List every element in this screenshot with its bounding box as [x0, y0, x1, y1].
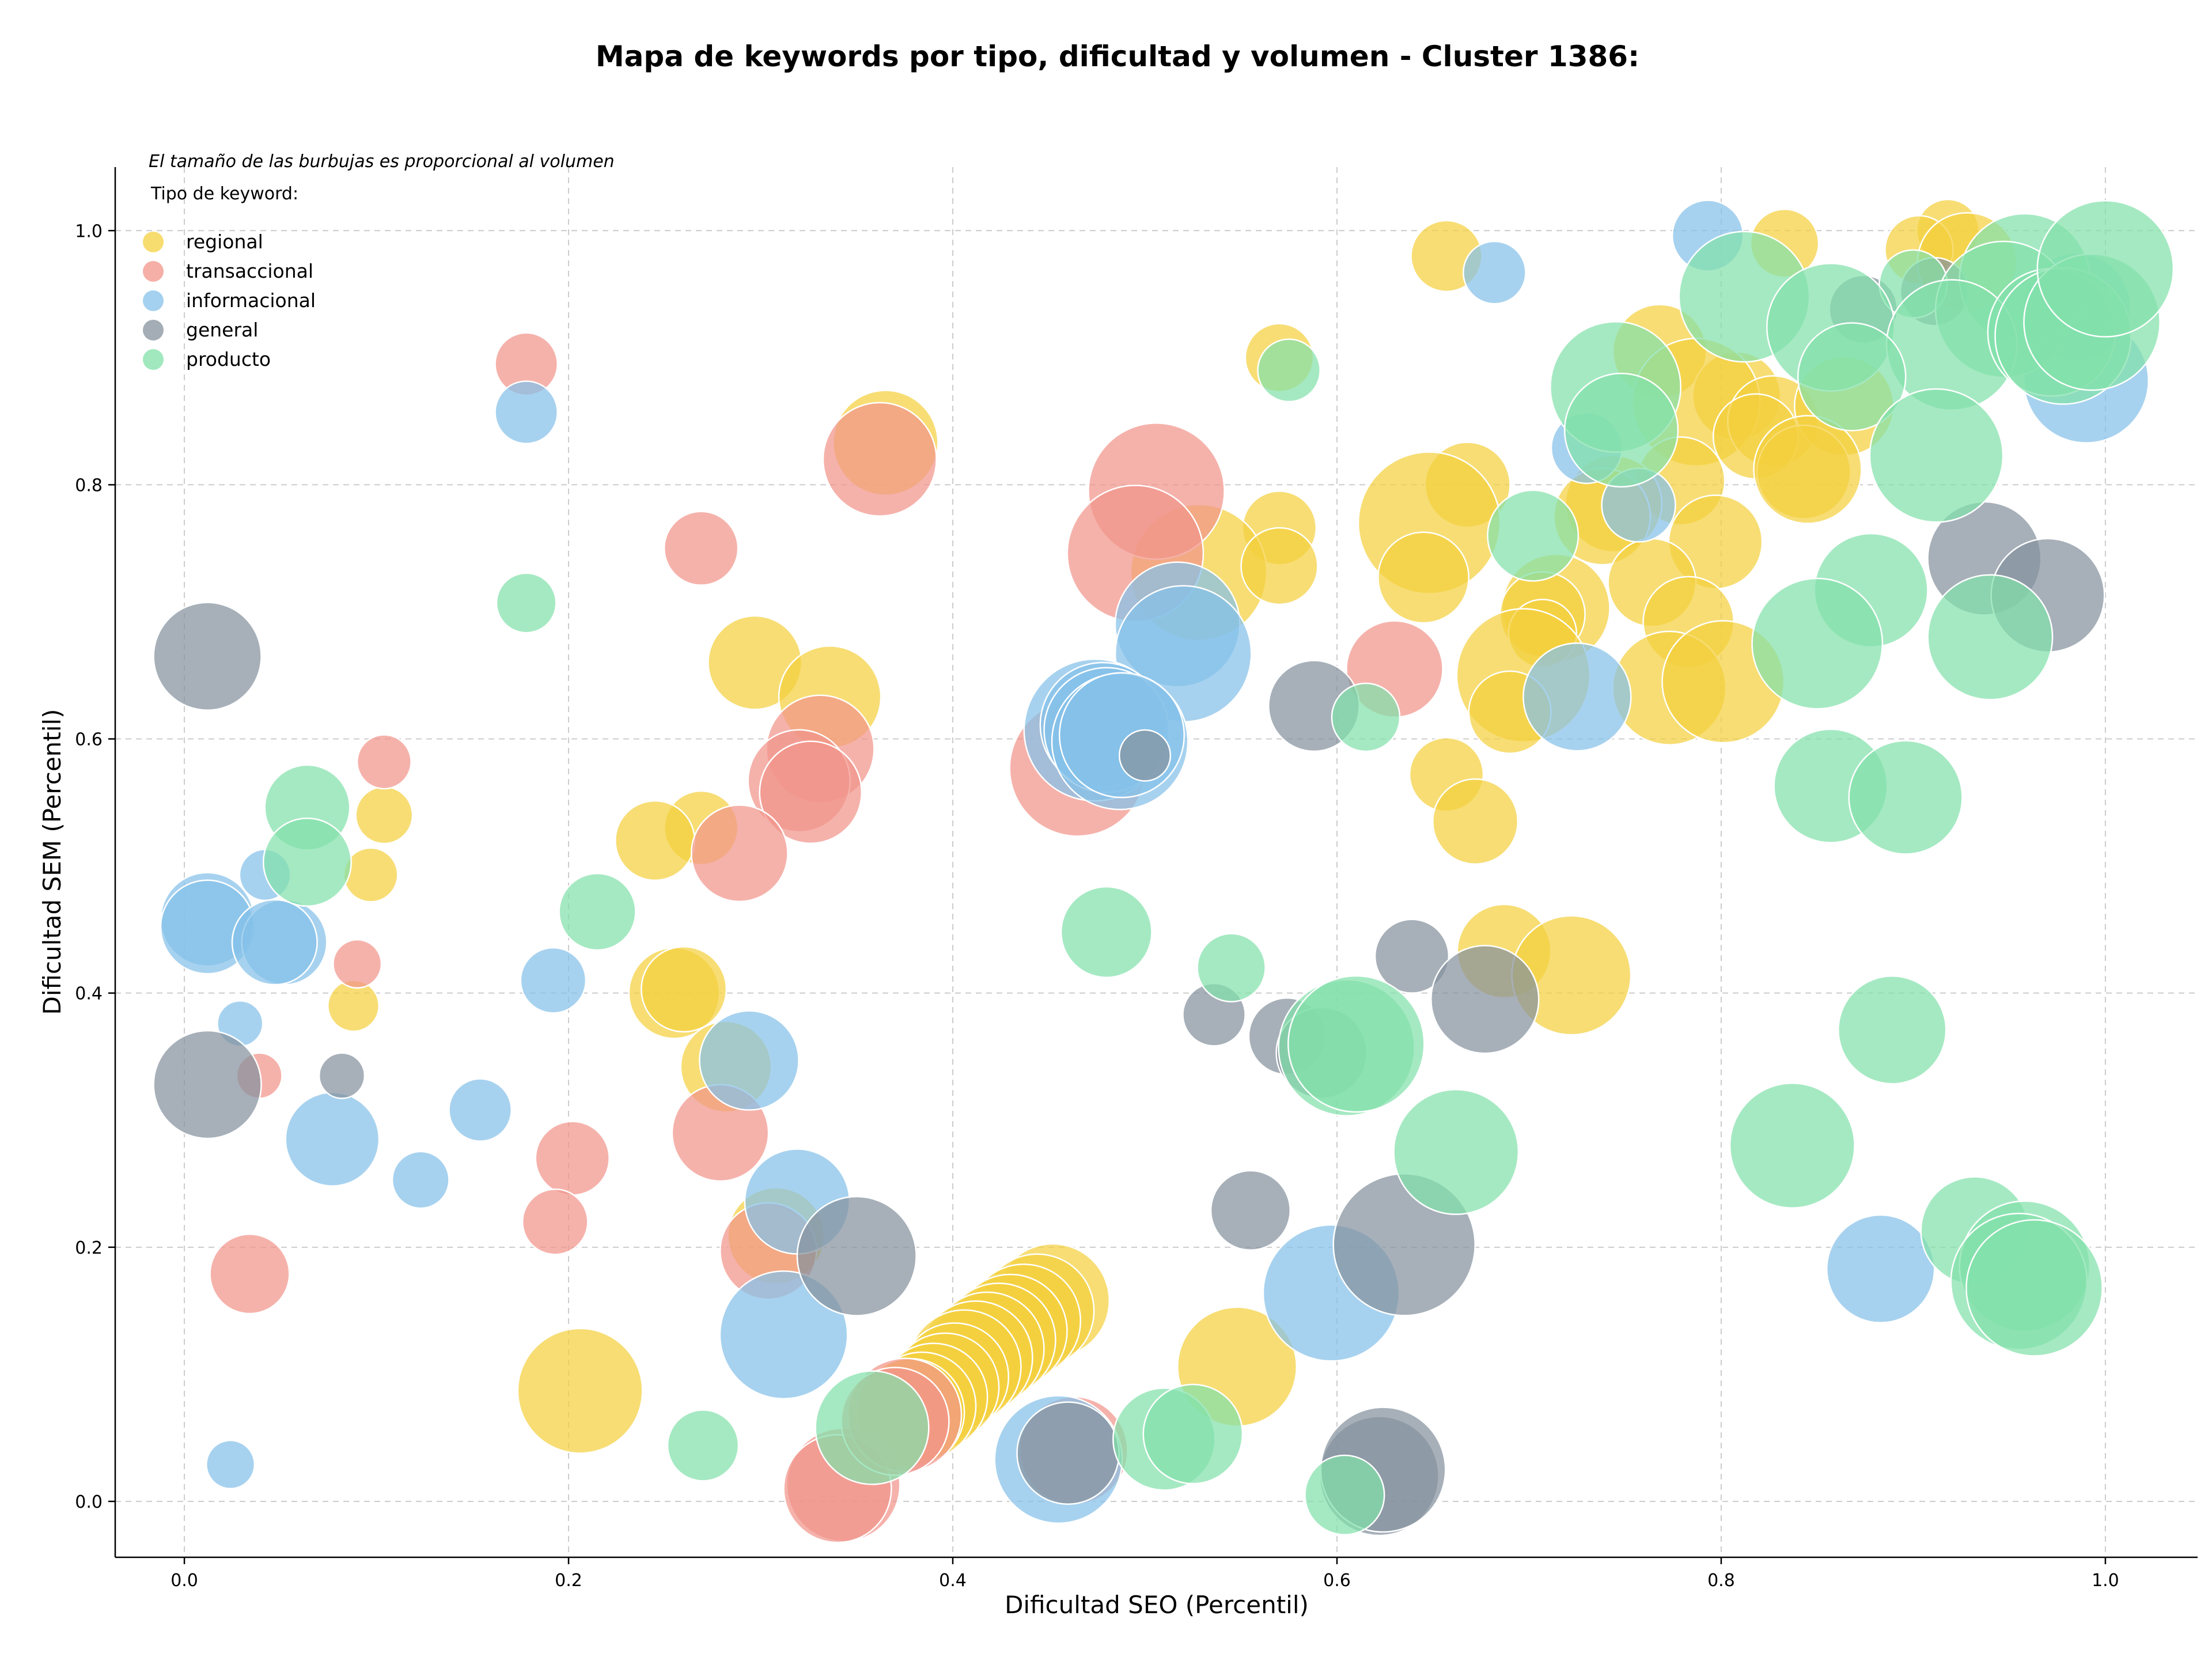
y-tick-label: 0.2	[75, 1238, 103, 1258]
legend-marker-general	[143, 320, 164, 340]
bubble-transaccional	[356, 734, 412, 790]
bubble-transaccional	[535, 1121, 610, 1196]
legend-title: Tipo de keyword:	[150, 184, 298, 204]
bubble-producto	[1848, 740, 1963, 855]
bubble-general	[318, 1052, 366, 1099]
bubble-regional	[355, 786, 414, 845]
bubble-general	[1118, 729, 1172, 782]
legend-label-informacional: informacional	[186, 289, 316, 312]
bubble-producto	[1060, 886, 1153, 978]
bubble-producto	[1287, 975, 1425, 1113]
bubble-producto	[262, 817, 352, 907]
legend-label-general: general	[186, 319, 258, 341]
bubble-regional	[641, 946, 728, 1033]
tick-labels: 0.0 0.2 0.4 0.6 0.8 1.0 0.0 0.2 0.4 0.6 0.8 1.0	[75, 221, 2119, 1591]
legend-label-transaccional: transaccional	[186, 260, 313, 282]
bubble-informacional	[391, 1151, 450, 1209]
y-tick-label: 1.0	[75, 221, 103, 241]
bubble-producto	[1563, 372, 1679, 488]
y-tick-label: 0.4	[75, 984, 103, 1004]
bubble-transaccional	[521, 1188, 589, 1255]
y-tick-label: 0.6	[75, 730, 103, 750]
bubble-informacional	[719, 1270, 849, 1399]
bubble-producto	[1257, 338, 1321, 403]
bubble-general	[796, 1195, 917, 1316]
x-tick-label: 1.0	[2092, 1571, 2119, 1591]
x-axis-title: Dificultad SEO (Percentil)	[1005, 1591, 1309, 1619]
x-tick-label: 0.2	[555, 1571, 582, 1591]
legend-marker-informacional	[143, 290, 164, 311]
bubble-producto	[1331, 682, 1401, 752]
y-tick-label: 0.0	[75, 1492, 103, 1512]
bubble-informacional	[1826, 1214, 1936, 1324]
bubble-transaccional	[690, 804, 789, 902]
bubble-transaccional	[332, 939, 382, 989]
bubble-producto	[1751, 577, 1884, 710]
bubble-regional	[1432, 778, 1519, 865]
volume-note: El tamaño de las burbujas es proporciona…	[149, 152, 615, 172]
bubble-regional	[517, 1327, 643, 1454]
x-tick-label: 0.8	[1707, 1571, 1735, 1591]
bubble-producto	[495, 572, 557, 634]
legend-marker-transaccional	[143, 261, 164, 282]
bubble-producto	[1927, 574, 2054, 701]
bubble-general	[1374, 918, 1450, 994]
legend-label-regional: regional	[186, 230, 263, 253]
legend-marker-producto	[143, 349, 164, 370]
bubble-general	[153, 601, 262, 711]
bubble-informacional	[448, 1078, 512, 1142]
bubble-producto	[1965, 1219, 2103, 1357]
bubble-informacional	[206, 1439, 256, 1490]
x-tick-label: 0.0	[171, 1571, 198, 1591]
bubble-general	[1210, 1170, 1291, 1251]
bubble-producto	[2036, 200, 2175, 338]
series-regional	[327, 198, 2018, 1467]
bubble-producto	[1304, 1454, 1385, 1536]
x-tick-label: 0.6	[1323, 1571, 1351, 1591]
bubble-producto	[1487, 489, 1580, 582]
bubble-general	[153, 1030, 262, 1140]
legend: regional transaccional informacional genera…	[143, 230, 316, 370]
y-axis-title: Dificultad SEM (Percentil)	[38, 709, 66, 1015]
bubble-producto	[666, 1409, 740, 1482]
chart-title: Mapa de keywords por tipo, dificultad y …	[596, 40, 1639, 73]
legend-label-producto: producto	[186, 348, 271, 370]
bubble-transaccional	[759, 740, 863, 844]
bubble-transaccional	[822, 402, 937, 517]
bubble-informacional	[699, 1010, 800, 1111]
bubble-general	[1430, 944, 1540, 1054]
bubble-regional	[1377, 531, 1470, 624]
bubble-transaccional	[209, 1234, 290, 1315]
legend-marker-regional	[143, 232, 164, 252]
bubble-informacional	[494, 380, 559, 445]
bubble-producto	[1729, 1082, 1855, 1209]
bubble-informacional	[1058, 672, 1185, 799]
bubble-informacional	[1522, 642, 1632, 752]
bubble-informacional	[285, 1091, 380, 1187]
bubble-general	[1016, 1401, 1120, 1505]
bubble-informacional	[231, 899, 318, 986]
y-tick-label: 0.8	[75, 475, 103, 495]
bubble-producto	[1393, 1088, 1520, 1215]
bubble-producto	[1142, 1383, 1244, 1485]
bubble-producto	[815, 1370, 930, 1485]
bubble-transaccional	[663, 510, 739, 586]
bubble-layer	[153, 198, 2175, 1543]
series-producto	[262, 200, 2175, 1536]
bubble-regional	[1240, 527, 1319, 606]
bubble-producto	[1869, 388, 2004, 523]
bubble-producto	[1196, 933, 1266, 1002]
bubble-regional	[614, 800, 696, 881]
x-tick-label: 0.4	[939, 1571, 967, 1591]
bubble-informacional	[520, 947, 587, 1014]
bubble-regional	[1753, 415, 1862, 524]
axes	[114, 167, 2198, 1558]
bubble-producto	[558, 872, 637, 951]
bubble-informacional	[1463, 240, 1527, 305]
bubble-producto	[1838, 975, 1947, 1085]
bubble-regional	[343, 847, 399, 903]
bubble-producto	[1797, 322, 1907, 432]
